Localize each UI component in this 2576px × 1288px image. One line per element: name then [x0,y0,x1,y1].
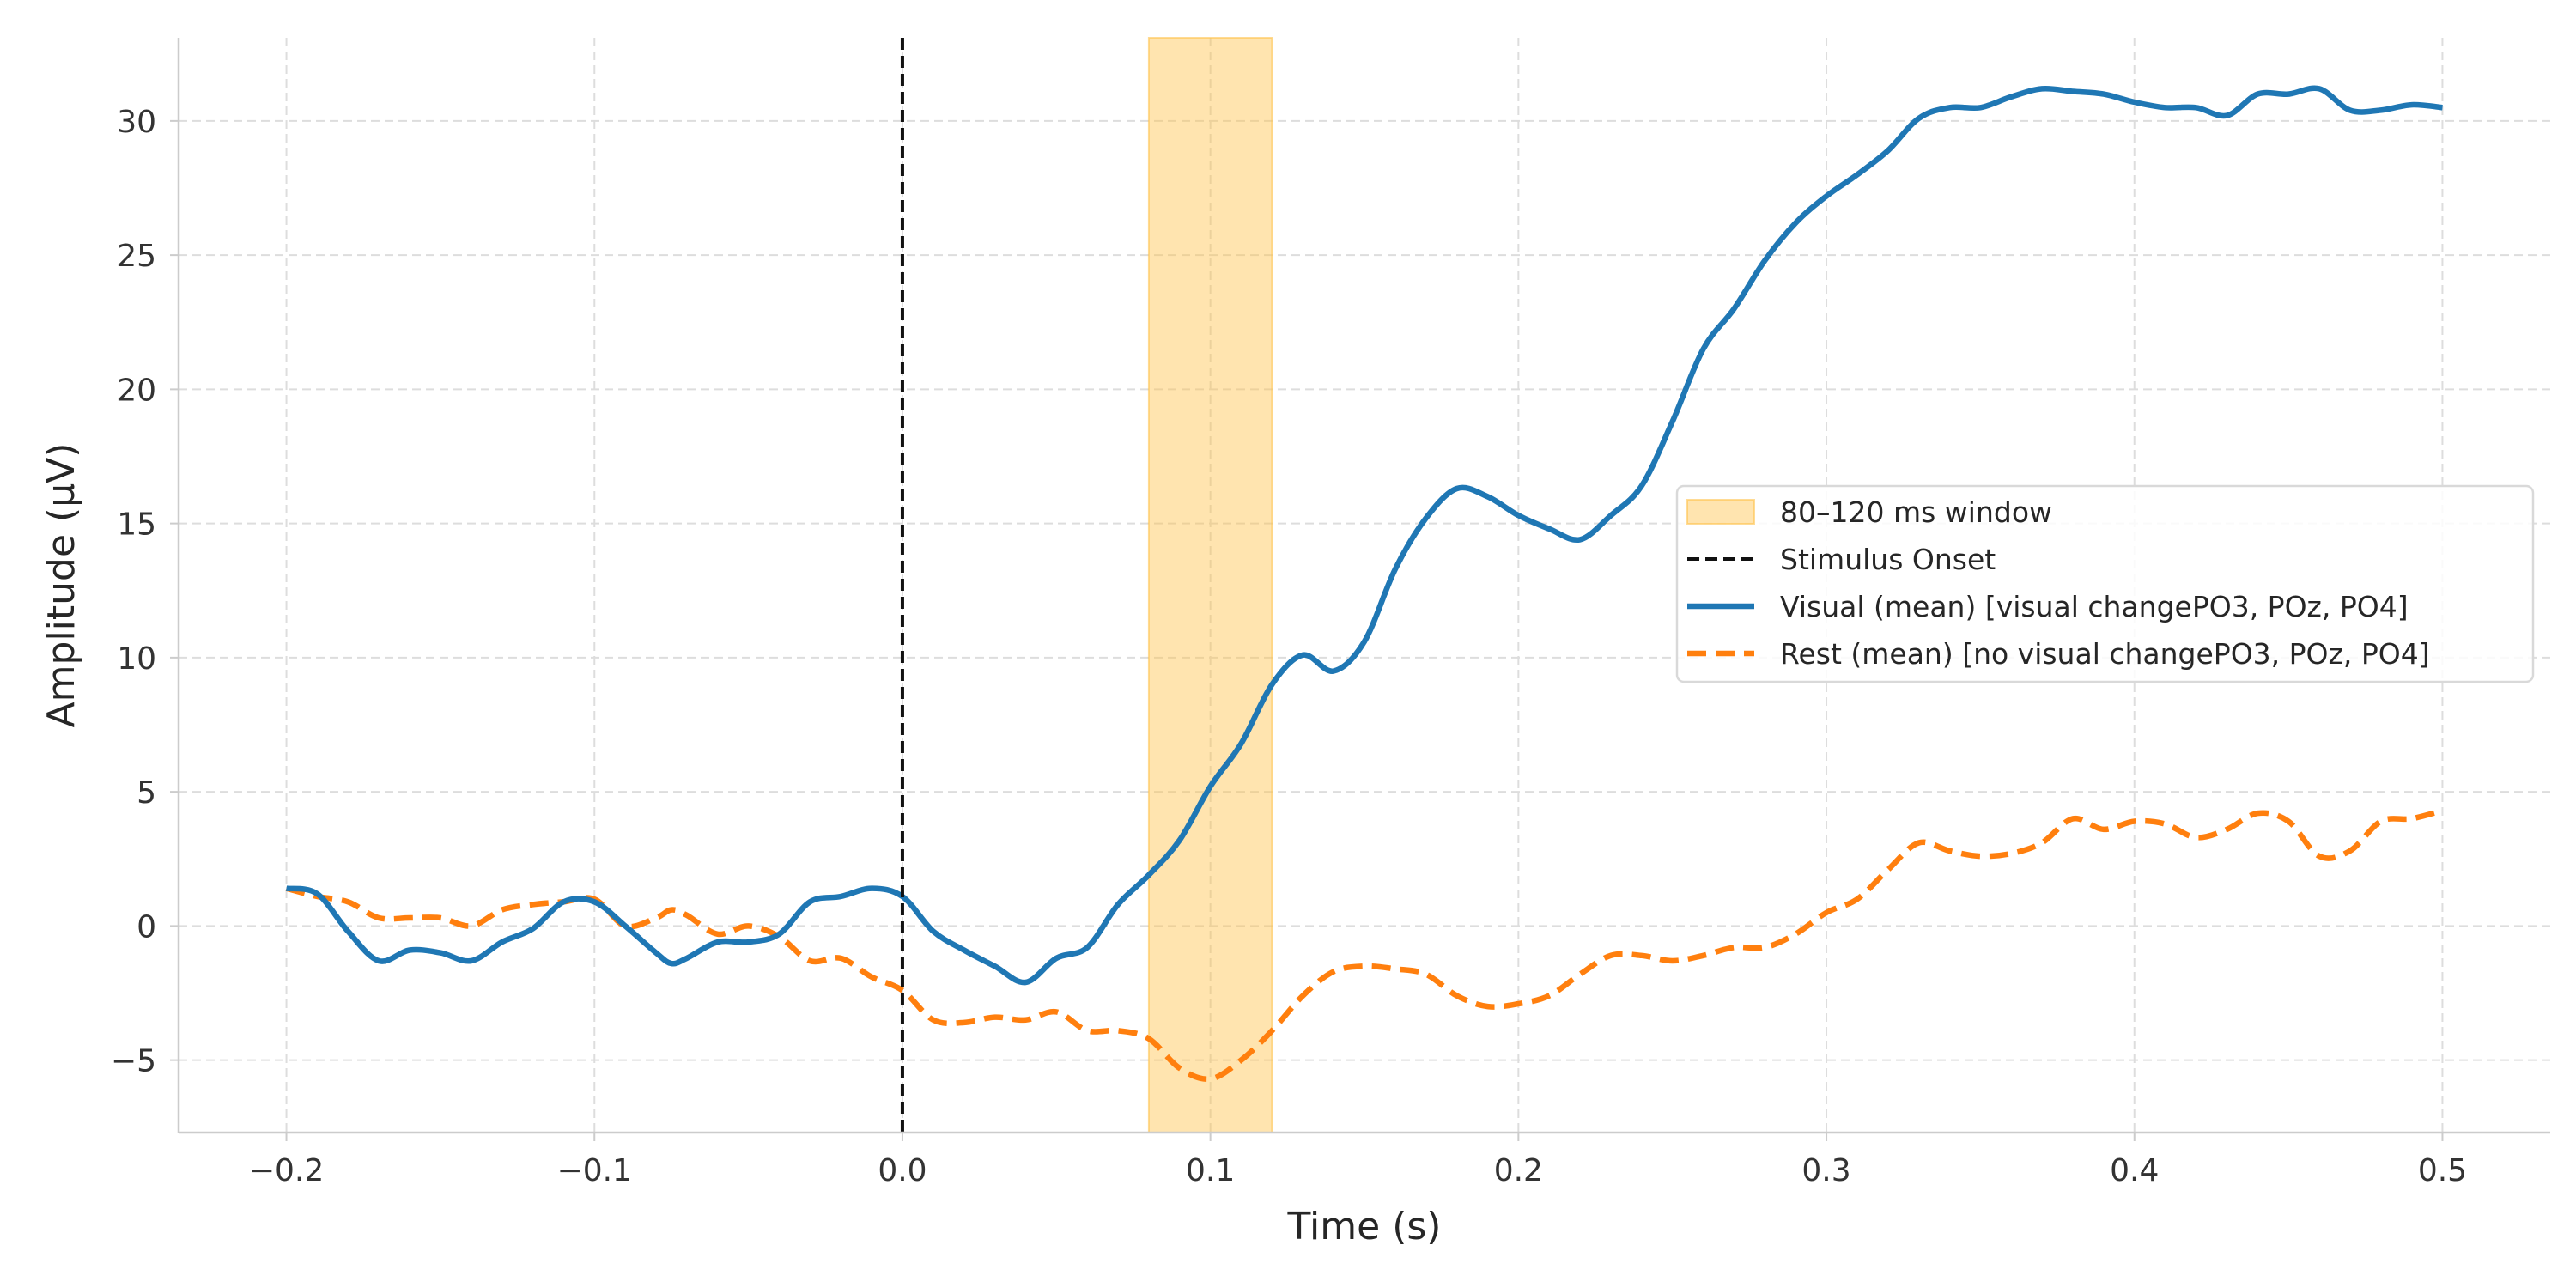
x-tick-label: 0.0 [878,1153,927,1188]
legend-label-onset: Stimulus Onset [1780,543,1996,576]
x-tick-label: −0.1 [557,1153,632,1188]
legend: 80–120 ms window Stimulus Onset Visual (… [1675,484,2535,683]
y-tick-label: 10 [117,641,156,677]
legend-label-window: 80–120 ms window [1780,495,2052,529]
x-tick-label: 0.1 [1186,1153,1235,1188]
legend-swatch-window [1686,499,1755,525]
y-tick-label: 20 [117,373,156,408]
x-tick-label: 0.2 [1494,1153,1543,1188]
legend-label-rest: Rest (mean) [no visual changePO3, POz, P… [1780,637,2430,671]
y-tick-label: 30 [117,105,156,140]
y-tick-label: 25 [117,239,156,274]
x-axis-title: Time (s) [1287,1205,1442,1249]
legend-label-visual: Visual (mean) [visual changePO3, POz, PO… [1780,590,2409,623]
grid [179,38,2550,1133]
y-axis-ticks: −5 0 5 10 15 20 25 30 [111,105,179,1079]
legend-box [1675,484,2535,683]
y-axis-title: Amplitude (µV) [39,443,83,728]
y-tick-label: 0 [137,909,156,945]
series-line-rest [285,807,2444,1082]
series-line-visual [285,85,2443,986]
y-tick-label: 5 [137,775,156,811]
x-tick-label: 0.5 [2418,1153,2467,1188]
y-tick-label: 15 [117,507,156,543]
x-tick-label: −0.2 [249,1153,324,1188]
x-tick-label: 0.4 [2110,1153,2159,1188]
analysis-window-band [1147,37,1273,1133]
x-axis-ticks: −0.2 −0.1 0.0 0.1 0.2 0.3 0.4 0.5 [249,1133,2467,1188]
y-tick-label: −5 [111,1044,156,1079]
axes [177,38,2550,1134]
x-tick-label: 0.3 [1801,1153,1850,1188]
series-lines [285,85,2444,1082]
